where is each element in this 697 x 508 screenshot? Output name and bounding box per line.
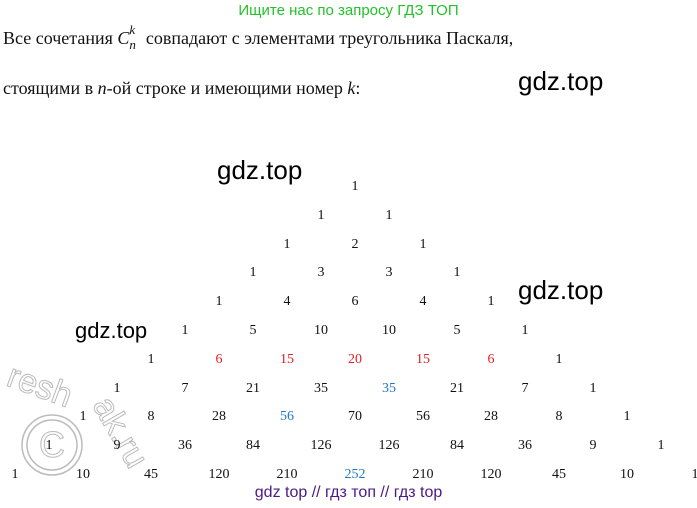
triangle-cell: 1 bbox=[453, 265, 461, 281]
text: стоящими в bbox=[3, 78, 98, 98]
watermark-gdz: gdz.top bbox=[217, 155, 303, 185]
triangle-cell: 10 bbox=[620, 467, 634, 482]
triangle-cell: 15 bbox=[280, 351, 294, 367]
triangle-cell: 15 bbox=[416, 351, 430, 367]
triangle-cell: 6 bbox=[351, 294, 359, 310]
triangle-cell: 35 bbox=[382, 380, 396, 396]
triangle-cell: 10 bbox=[76, 467, 90, 482]
triangle-cell: 84 bbox=[246, 438, 260, 454]
triangle-cell: 56 bbox=[416, 409, 430, 425]
triangle-cell: 9 bbox=[113, 438, 121, 454]
text: -ой строке и имеющими номер bbox=[106, 78, 348, 98]
triangle-cell: 1 bbox=[283, 236, 291, 252]
triangle-cell: 126 bbox=[310, 438, 332, 454]
triangle-cell: 45 bbox=[552, 467, 566, 482]
triangle-cell: 3 bbox=[385, 265, 393, 281]
symbol-n: n bbox=[129, 37, 136, 52]
text: совпадают с элементами треугольника Паск… bbox=[141, 28, 514, 48]
triangle-cell: 1 bbox=[249, 265, 257, 281]
symbol-k: k bbox=[129, 22, 136, 37]
svg-text:ak.ru: ak.ru bbox=[85, 390, 156, 474]
triangle-cell: 252 bbox=[344, 467, 366, 482]
triangle-cell: 1 bbox=[657, 438, 665, 454]
triangle-cell: 6 bbox=[215, 351, 223, 367]
triangle-cell: 120 bbox=[208, 467, 230, 482]
triangle-cell: 10 bbox=[314, 323, 328, 338]
triangle-cell: 36 bbox=[178, 438, 192, 454]
triangle-cell: 1 bbox=[351, 179, 359, 194]
triangle-cell: 210 bbox=[276, 467, 298, 482]
text: : bbox=[355, 78, 361, 98]
footer-watermark: gdz top // гдз топ // гдз top bbox=[254, 484, 443, 501]
triangle-cell: 6 bbox=[487, 351, 495, 367]
triangle-cell: 1 bbox=[11, 467, 19, 482]
triangle-cell: 126 bbox=[378, 438, 400, 454]
triangle-cell: 35 bbox=[314, 380, 328, 396]
triangle-cell: 45 bbox=[144, 467, 158, 482]
triangle-cell: 10 bbox=[382, 323, 396, 338]
triangle-cell: 20 bbox=[348, 351, 362, 367]
paragraph-line-2: стоящими в n-ой строке и имеющими номер … bbox=[3, 78, 360, 99]
watermark-gdz: gdz.top bbox=[518, 66, 604, 96]
triangle-cell: 1 bbox=[181, 323, 189, 338]
triangle-cell: 1 bbox=[419, 236, 427, 252]
reshak-logo: C resh ak.ru bbox=[2, 356, 156, 476]
triangle-cell: 70 bbox=[348, 409, 362, 425]
triangle-cell: 28 bbox=[212, 409, 226, 425]
triangle-cell: 21 bbox=[246, 380, 260, 396]
triangle-cell: 1 bbox=[147, 351, 155, 367]
triangle-cell: 1 bbox=[113, 380, 121, 396]
triangle-cell: 5 bbox=[249, 323, 257, 338]
triangle-cell: 1 bbox=[521, 323, 529, 338]
triangle-cell: 1 bbox=[555, 351, 563, 367]
triangle-cell: 1 bbox=[623, 409, 631, 425]
symbol-n: n bbox=[97, 78, 107, 98]
triangle-cell: 2 bbox=[351, 236, 359, 252]
triangle-cell: 84 bbox=[450, 438, 464, 454]
symbol-c: C bbox=[117, 28, 130, 48]
triangle-cell: 8 bbox=[147, 409, 155, 425]
triangle-cell: 1 bbox=[215, 294, 223, 310]
text: Все сочетания bbox=[3, 28, 118, 48]
watermark-gdz: gdz.top bbox=[75, 318, 148, 343]
triangle-cell: 120 bbox=[480, 467, 502, 482]
search-banner: Ищите нас по запросу ГДЗ ТОП bbox=[238, 2, 459, 19]
triangle-cell: 1 bbox=[691, 467, 697, 482]
triangle-cell: 1 bbox=[317, 207, 325, 223]
watermark-gdz: gdz.top bbox=[518, 275, 604, 305]
triangle-cell: 56 bbox=[280, 409, 294, 425]
triangle-cell: 1 bbox=[589, 380, 597, 396]
triangle-cell: 1 bbox=[487, 294, 495, 310]
triangle-cell: 4 bbox=[283, 294, 291, 310]
triangle-cell: 36 bbox=[518, 438, 532, 454]
triangle-cell: 7 bbox=[181, 380, 189, 396]
triangle-cell: 28 bbox=[484, 409, 498, 425]
symbol-k: k bbox=[347, 78, 356, 98]
triangle-cell: 5 bbox=[453, 323, 461, 338]
triangle-cell: 3 bbox=[317, 265, 325, 281]
triangle-cell: 4 bbox=[419, 294, 427, 310]
triangle-cell: 7 bbox=[521, 380, 529, 396]
triangle-cell: 8 bbox=[555, 409, 563, 425]
triangle-cell: 9 bbox=[589, 438, 597, 454]
triangle-cell: 21 bbox=[450, 380, 464, 396]
triangle-cell: 1 bbox=[79, 409, 87, 425]
triangle-cell: 210 bbox=[412, 467, 434, 482]
triangle-cell: 1 bbox=[45, 438, 53, 454]
svg-text:resh: resh bbox=[2, 357, 77, 415]
triangle-cell: 1 bbox=[385, 207, 393, 223]
